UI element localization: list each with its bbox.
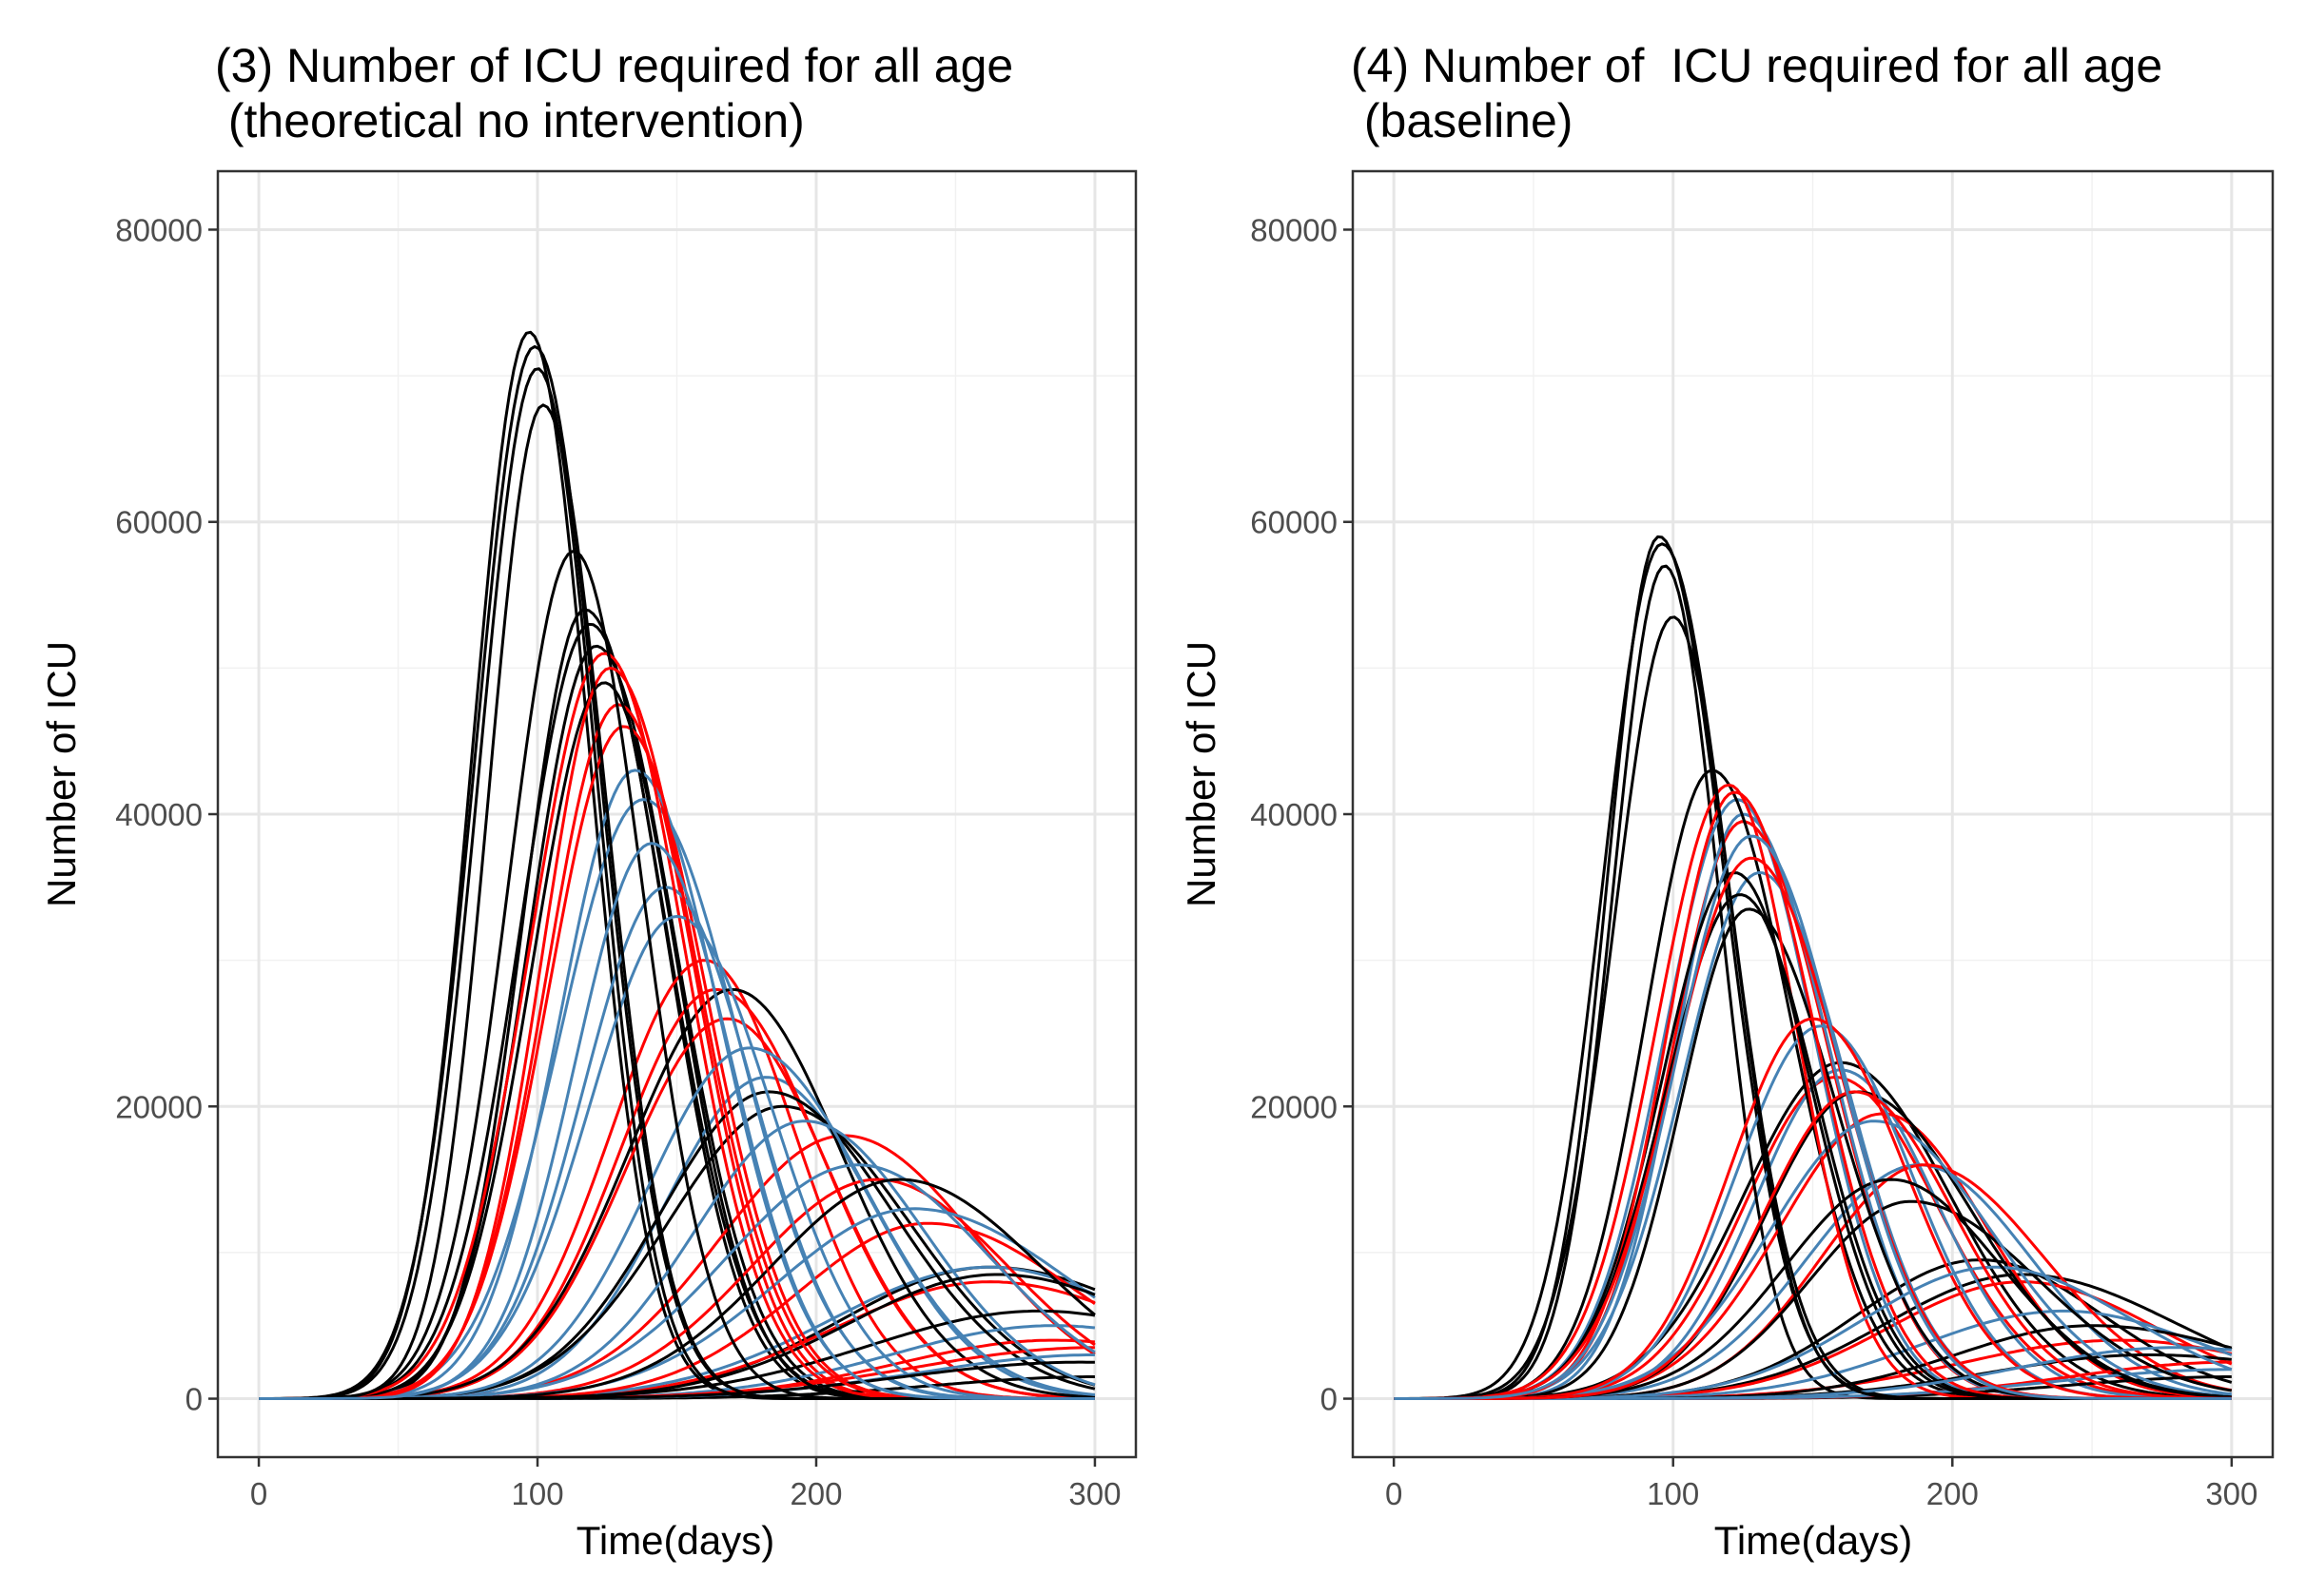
- panel-4-curve: [1394, 834, 2232, 1400]
- panel-3-x-tick-label: 300: [1068, 1476, 1121, 1511]
- panel-3-curve: [259, 842, 1095, 1400]
- panel-3-y-tick-label: 40000: [115, 797, 203, 832]
- panel-3-title: (3) Number of ICU required for all age (…: [215, 39, 1014, 147]
- panel-3-y-tick-label: 60000: [115, 505, 203, 540]
- panel-4-y-tick-label: 40000: [1250, 797, 1338, 832]
- panel-3-y-tick-label: 20000: [115, 1089, 203, 1124]
- panel-3-y-tick-label: 0: [186, 1382, 203, 1417]
- panel-4-y-tick-label: 60000: [1250, 505, 1338, 540]
- panel-4-curve: [1394, 1090, 2232, 1400]
- panel-3-chart: 0 100 200 300 0 20000 40000 60000 80000: [115, 169, 1138, 1511]
- panel-4-y-tick-label: 0: [1320, 1382, 1338, 1417]
- panel-3-x-tick-label: 200: [790, 1476, 842, 1511]
- panel-3-x-tick-label: 0: [250, 1476, 267, 1511]
- panel-3-curve: [259, 1360, 1095, 1400]
- panel-4-curves: [1394, 535, 2233, 1400]
- panel-4-x-axis-label: Time(days): [1713, 1518, 1913, 1563]
- panel-4-x-tick-label: 200: [1926, 1476, 1979, 1511]
- panel-4-y-tick-label: 20000: [1250, 1089, 1338, 1124]
- panel-4-y-tick-label: 80000: [1250, 212, 1338, 247]
- panel-4-x-tick-label: 100: [1647, 1476, 1699, 1511]
- panel-3-x-tick-label: 100: [511, 1476, 563, 1511]
- panel-4-x-tick-label: 0: [1385, 1476, 1402, 1511]
- panel-4-x-tick-label: 300: [2205, 1476, 2257, 1511]
- panel-4-title: (4) Number of ICU required for all age (…: [1351, 39, 2163, 147]
- panel-3-x-axis-label: Time(days): [576, 1518, 775, 1563]
- panel-3-curves: [259, 330, 1096, 1400]
- panel-4-chart: 0 100 200 300 0 20000 40000 60000 80000: [1250, 169, 2275, 1511]
- panel-3-y-tick-label: 80000: [115, 212, 203, 247]
